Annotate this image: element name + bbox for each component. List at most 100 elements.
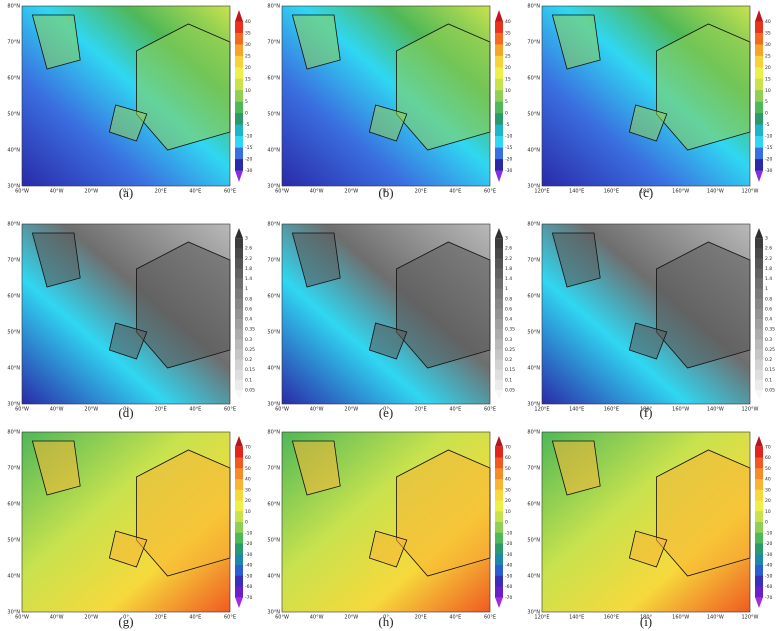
colorbar-cell (755, 21, 763, 34)
colorbar-label: 0.2 (245, 357, 252, 363)
colorbar-label: -50 (765, 573, 772, 579)
colorbar-cell (495, 136, 503, 148)
colorbar-label: -30 (245, 552, 252, 558)
colorbar-cell (755, 329, 763, 340)
colorbar-cell (755, 586, 763, 598)
coastline (368, 322, 408, 360)
x-tick-label: 0° (123, 615, 129, 621)
x-tick-label: 60°E (224, 407, 236, 413)
colorbar-label: 1.4 (505, 276, 512, 282)
colorbar-cell (495, 159, 503, 171)
colorbar-label: -20 (505, 157, 512, 163)
colorbar-cell (495, 457, 503, 469)
x-tick-label: 160°W (672, 407, 689, 413)
colorbar-label: 15 (505, 76, 511, 82)
colorbar-label: -20 (765, 541, 772, 547)
colorbar-cell (495, 379, 503, 391)
colorbar-label: 0.35 (765, 327, 775, 333)
coastline (551, 232, 601, 288)
x-tick-label: 140°W (707, 189, 724, 195)
colorbar-cell (495, 479, 503, 491)
colorbar-cell (235, 298, 243, 310)
y-tick-label: 30°N (267, 402, 280, 408)
colorbar-cell (755, 288, 763, 300)
x-tick-label: 160°W (672, 615, 689, 621)
colorbar-cell (495, 268, 503, 279)
colorbar-cell (495, 55, 503, 68)
colorbar-cell (495, 500, 503, 512)
colorbar-label: -15 (245, 145, 252, 151)
colorbar-cell (495, 238, 503, 249)
colorbar-cell (235, 136, 243, 148)
colorbar-cell (755, 500, 763, 512)
colorbar-cell (495, 522, 503, 534)
x-tick-label: 0° (383, 615, 389, 621)
colorbar-label: -70 (505, 595, 512, 601)
colorbar-cell (755, 278, 763, 290)
colorbar-label: 70 (245, 444, 251, 450)
colorbar-cell (495, 554, 503, 566)
x-tick-label: 40°W (310, 615, 324, 621)
colorbar-cell (495, 511, 503, 523)
coastline (108, 322, 148, 360)
colorbar-label: -30 (245, 168, 252, 174)
colorbar-cell (755, 238, 763, 249)
x-tick-label: 60°W (15, 407, 29, 413)
map-frame (541, 431, 751, 613)
colorbar-cell (755, 90, 763, 103)
colorbar-end (755, 389, 763, 400)
colorbar-cell (235, 55, 243, 68)
x-tick-label: 20°W (344, 615, 358, 621)
colorbar-cell (235, 113, 243, 125)
y-tick-label: 30°N (267, 610, 280, 616)
coastline (628, 104, 668, 142)
x-tick-label: 160°E (604, 407, 619, 413)
colorbar-label: 1 (245, 286, 248, 292)
colorbar-cell (235, 489, 243, 501)
x-tick-label: 120°E (534, 407, 549, 413)
colorbar-cell (235, 500, 243, 512)
colorbar-label: 0 (765, 520, 768, 526)
colorbar-label: 0.3 (505, 337, 512, 343)
colorbar-cell (235, 565, 243, 577)
coastline (31, 232, 81, 288)
y-tick-label: 70°N (7, 466, 20, 472)
panel: 120°E 140°E 160°E 180° 160°W 140°W 120°W 30°N 40… (527, 222, 775, 420)
colorbar-label: -5 (245, 122, 250, 128)
colorbar-cell (755, 147, 763, 160)
y-tick-label: 30°N (527, 184, 540, 190)
panel: 60°W 40°W 20°W 0° 20°E 40°E 60°E 30°N 40°N 50°N 60… (267, 4, 512, 200)
colorbar-end (495, 170, 503, 182)
colorbar-end (495, 597, 503, 608)
colorbar-label: -30 (505, 552, 512, 558)
colorbar-cell (235, 359, 243, 370)
y-tick-label: 70°N (527, 466, 540, 472)
colorbar-cell (755, 44, 763, 57)
colorbar-label: 15 (245, 76, 251, 82)
colorbar-label: 70 (765, 444, 771, 450)
panel-label: (c) (639, 185, 653, 200)
map-frame (281, 431, 491, 613)
x-tick-label: 40°W (50, 189, 64, 195)
panel-label: (f) (640, 405, 653, 420)
map-frame (21, 5, 231, 187)
y-tick-label: 80°N (7, 430, 20, 436)
x-tick-label: 20°E (155, 615, 167, 621)
colorbar-label: -40 (245, 563, 252, 569)
y-tick-label: 60°N (527, 502, 540, 508)
x-tick-label: 20°E (155, 189, 167, 195)
colorbar-end (495, 436, 503, 447)
colorbar-label: 3 (245, 236, 248, 242)
colorbar-label: 35 (245, 30, 251, 36)
x-tick-label: 20°W (84, 189, 98, 195)
colorbar-label: -70 (245, 595, 252, 601)
colorbar-cell (495, 248, 503, 259)
colorbar-cell (235, 329, 243, 340)
y-tick-label: 40°N (527, 366, 540, 372)
colorbar-label: 1 (505, 286, 508, 292)
y-tick-label: 70°N (7, 258, 20, 264)
y-tick-label: 70°N (267, 466, 280, 472)
colorbar-label: 2.2 (765, 256, 772, 262)
colorbar-cell (495, 278, 503, 290)
x-tick-label: 120°W (742, 189, 759, 195)
